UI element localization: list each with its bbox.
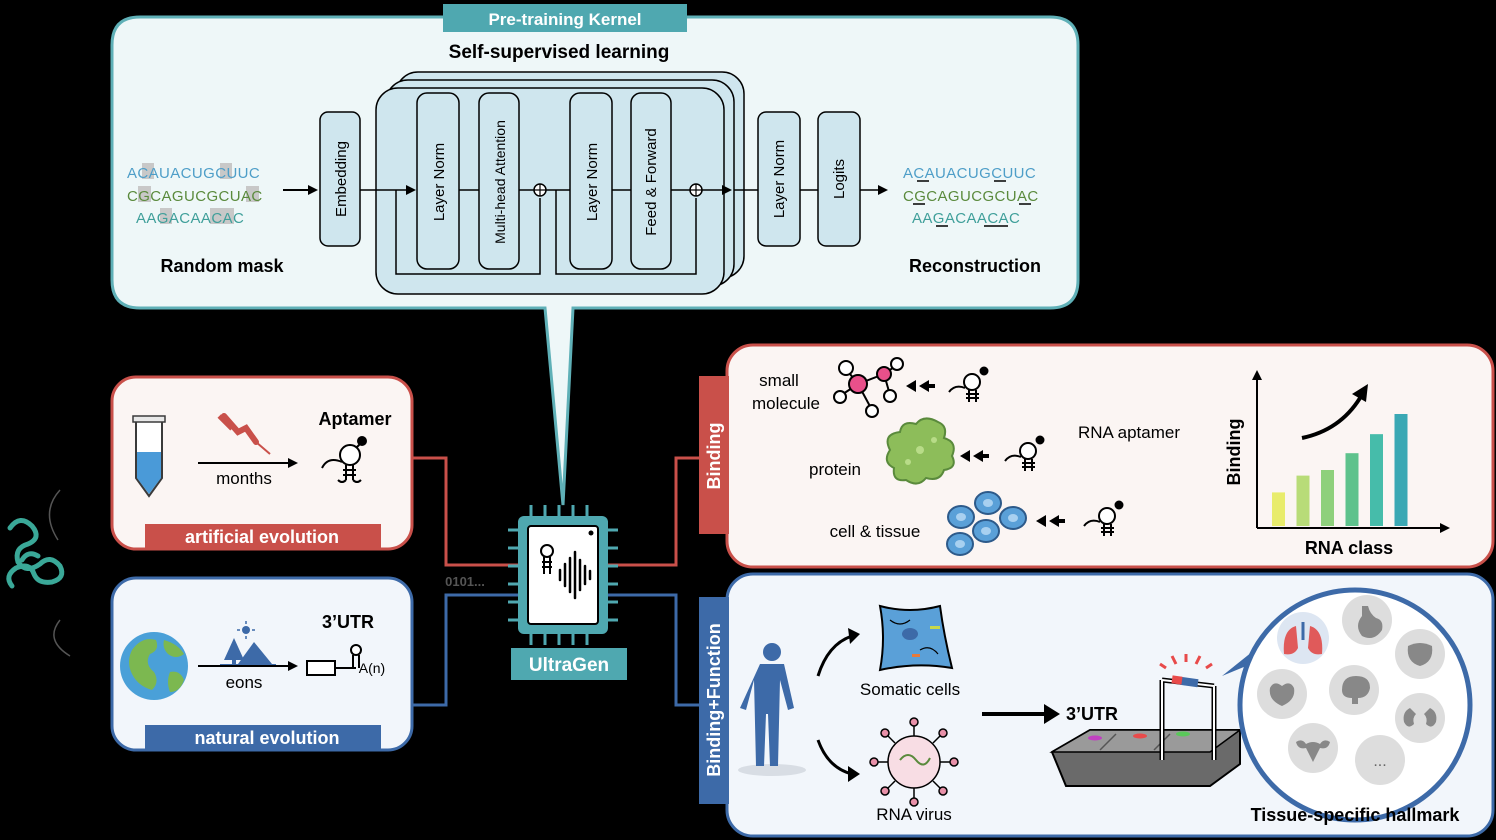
binding-panel: Binding small molecule protein cell & ti… [699,343,1495,569]
organ-grid: ... [1257,595,1445,785]
attention-label: Multi-head Attention [492,120,508,244]
lungs-icon [1283,622,1323,655]
random-mask-label: Random mask [160,256,284,276]
layer-norm-3-block [757,111,801,247]
output-sequences: ACAUACUGCUUC CGCAGUCGCUAC AAGACAACAC [903,165,1039,227]
embedding-label: Embedding [333,141,350,217]
layer-norm-1-block [416,92,460,270]
protein-label: protein [809,460,861,479]
tissue-hallmark-label: Tissue-specific hallmark [1251,805,1461,825]
chart-bar [1321,470,1334,526]
pipette-icon [217,413,271,455]
chart-bar [1345,453,1359,526]
small-molecule-label-1: small [759,371,799,390]
seq-in-2: CGCAGUCGCUAC [127,188,263,205]
chart-xlabel: RNA class [1305,538,1393,558]
utr-label: 3’UTR [1066,704,1118,724]
somatic-cell-icon [878,604,954,672]
natural-evolution-banner: natural evolution [194,728,339,748]
layer-norm-3-label: Layer Norm [771,140,788,218]
pretraining-panel: Pre-training Kernel Self-supervised lear… [110,4,1080,506]
attention-block [478,92,520,270]
ultragen-chip-icon [508,505,618,645]
seq-out-3: AAGACAACAC [912,210,1020,227]
layer-norm-2-label: Layer Norm [584,143,601,221]
logits-block [817,111,861,247]
rna-structure-icon [6,518,65,589]
human-icon [738,643,806,776]
layer-norm-1-label: Layer Norm [431,143,448,221]
artificial-time-label: months [216,469,272,488]
seq-in-1: ACAUACUGCUUC [127,165,260,182]
aptamer-icon [948,366,989,402]
seq-in-3: AAGACAACAC [136,210,244,227]
kidneys-icon [1403,708,1437,727]
natural-evolution-panel: natural evolution eons 3’UTR [110,576,414,752]
pretraining-tab-label: Pre-training Kernel [488,10,641,29]
chart-bar [1296,475,1310,526]
layer-norm-2-block [569,92,613,270]
small-molecule-label-2: molecule [752,394,820,413]
embedding-block [319,111,361,247]
trend-arrow-icon [1301,396,1362,440]
globe-icon [120,632,188,700]
rna-virus-icon [869,717,959,807]
aptamer-icon [321,436,367,483]
natural-time-label: eons [226,673,263,692]
somatic-cells-label: Somatic cells [860,680,960,699]
binding-chart: Binding RNA class [1224,370,1450,558]
input-sequences: ACAUACUGCUUC CGCAGUCGCUAC AAGACAACAC [127,163,263,227]
chart-bar [1370,434,1383,526]
binding-tab: Binding [704,423,724,490]
aptamer-icon [1083,500,1124,536]
ultragen-label: UltraGen [529,655,609,676]
protein-icon [885,417,955,485]
binding-arrows-icon [906,380,1065,527]
chart-ylabel: Binding [1224,419,1244,486]
cells-icon [946,491,1027,556]
feed-forward-block [630,92,672,270]
reconstruction-label: Reconstruction [909,256,1041,276]
artificial-evolution-panel: artificial evolution months Aptamer [110,375,414,551]
utr-icon [306,644,362,676]
chart-bar [1272,492,1285,526]
small-molecule-icon [833,357,904,418]
artificial-evolution-banner: artificial evolution [185,527,339,547]
utr-title: 3’UTR [322,612,374,632]
assay-device-icon [1049,654,1243,787]
seq-out-2: CGCAGUCGCUAC [903,188,1039,205]
aptamer-icon [1004,435,1045,471]
ssl-heading: Self-supervised learning [449,42,670,63]
test-tube-icon [132,415,166,498]
pretraining-tab [443,4,687,32]
bits-label: 0101... [445,574,485,589]
heart-icon [1269,683,1295,706]
chart-bar [1394,414,1408,526]
more-organs-label: ... [1373,753,1386,770]
seq-out-1: ACAUACUGCUUC [903,165,1036,182]
feed-forward-label: Feed & Forward [643,128,660,236]
binding-function-tab: Binding+Function [704,623,724,776]
polya-tail-label: A(n) [359,660,385,676]
rna-virus-label: RNA virus [876,805,952,824]
bladder-icon [1407,643,1433,666]
rna-aptamer-label: RNA aptamer [1078,423,1180,442]
uterus-icon [1296,740,1330,762]
binding-function-panel: Binding+Function Somatic cells [699,572,1495,838]
stomach-icon [1358,606,1383,638]
brain-icon [1342,676,1370,704]
logits-label: Logits [831,159,848,199]
cell-tissue-label: cell & tissue [830,522,921,541]
aptamer-title: Aptamer [318,409,391,429]
